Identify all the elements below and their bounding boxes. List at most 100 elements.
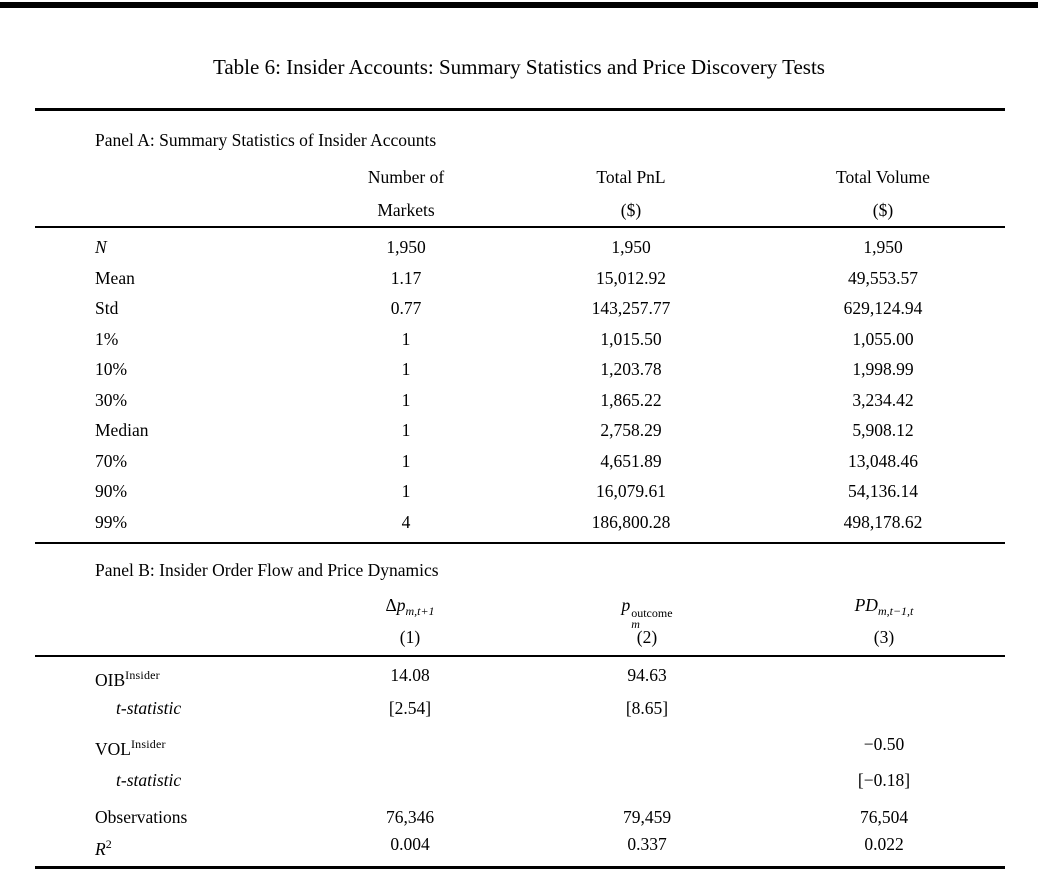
table-row: OIBInsider 14.08 94.63 (35, 664, 1005, 690)
cell-number-of-markets: 1,950 (386, 237, 426, 257)
column-header-line2: Markets (377, 200, 435, 220)
table-row: 30% 1 1,865.22 3,234.42 (35, 389, 1005, 411)
cell-number-of-markets: 1.17 (390, 268, 422, 288)
table-row: 1% 1 1,015.50 1,055.00 (35, 328, 1005, 350)
cell-col1: 76,346 (385, 807, 435, 827)
column-header-line1: Number of (367, 167, 445, 187)
cell-col3: −0.50 (863, 734, 905, 754)
cell-number-of-markets: 4 (401, 512, 411, 532)
table-row: N 1,950 1,950 1,950 (35, 236, 1005, 258)
cell-total-pnl: 186,800.28 (591, 512, 671, 532)
column-header-line1: Total Volume (836, 167, 930, 187)
cell-total-volume: 13,048.46 (848, 451, 918, 471)
panel-b-math-headers: Δpm,t+1 p outcome m PDm,t−1,t (35, 592, 1005, 629)
cell-total-volume: 49,553.57 (848, 268, 918, 288)
cell-total-pnl: 143,257.77 (591, 298, 671, 318)
cell-total-volume: 54,136.14 (848, 481, 918, 501)
cell-col3: 76,504 (859, 807, 909, 827)
cell-total-pnl: 2,758.29 (600, 420, 662, 440)
table-row: Observations 76,346 79,459 76,504 (35, 806, 1005, 828)
row-label: 10% (95, 359, 128, 379)
rule-bottom (35, 866, 1005, 869)
cell-col2: 79,459 (622, 807, 672, 827)
column-header-delta-p: Δpm,t+1 (385, 595, 435, 618)
cell-total-volume: 1,055.00 (852, 329, 914, 349)
cell-number-of-markets: 1 (401, 451, 411, 471)
row-label: N (95, 237, 107, 257)
cell-col1: 0.004 (390, 834, 430, 854)
row-label: 1% (95, 329, 119, 349)
cell-total-pnl: 4,651.89 (600, 451, 662, 471)
row-label: 30% (95, 390, 128, 410)
cell-total-pnl: 1,950 (611, 237, 651, 257)
table-row: 10% 1 1,203.78 1,998.99 (35, 358, 1005, 380)
panel-a-title: Panel A: Summary Statistics of Insider A… (95, 130, 437, 150)
table-row: 70% 1 4,651.89 13,048.46 (35, 450, 1005, 472)
row-label: Observations (95, 807, 188, 827)
cell-total-volume: 1,998.99 (852, 359, 914, 379)
row-label: t-statistic (116, 770, 182, 790)
cell-total-pnl: 15,012.92 (596, 268, 666, 288)
table-row: t-statistic [2.54] [8.65] (35, 697, 1005, 719)
cell-col3: 0.022 (864, 834, 904, 854)
column-header-pd: PDm,t−1,t (854, 595, 914, 618)
table-row: Std 0.77 143,257.77 629,124.94 (35, 297, 1005, 319)
rule-panel-a-bottom (35, 542, 1005, 544)
column-header-p-outcome: p outcome m (621, 595, 673, 631)
page-top-edge-bar (0, 2, 1038, 8)
cell-col2: 0.337 (627, 834, 667, 854)
column-number-2: (2) (636, 627, 658, 647)
cell-col2: [8.65] (625, 698, 669, 718)
subscript: m (631, 616, 640, 631)
superscript: Insider (125, 668, 160, 682)
table-row: VOLInsider −0.50 (35, 733, 1005, 759)
table-row: R2 0.004 0.337 0.022 (35, 833, 1005, 859)
column-header-number-of-markets: Number of Markets (281, 161, 531, 227)
row-label: 99% (95, 512, 128, 532)
rule-panel-b-header (35, 655, 1005, 657)
column-number-3: (3) (873, 627, 895, 647)
cell-total-volume: 3,234.42 (852, 390, 914, 410)
superscript: outcome (631, 606, 673, 620)
table-row: Mean 1.17 15,012.92 49,553.57 (35, 267, 1005, 289)
rule-top (35, 108, 1005, 111)
superscript: 2 (105, 837, 112, 851)
panel-b-column-numbers: (1) (2) (3) (35, 627, 1005, 647)
row-label: t-statistic (116, 698, 182, 718)
cell-total-volume: 629,124.94 (843, 298, 923, 318)
cell-number-of-markets: 1 (401, 359, 411, 379)
panel-b-title: Panel B: Insider Order Flow and Price Dy… (95, 560, 439, 580)
cell-col1: 14.08 (390, 665, 430, 685)
cell-number-of-markets: 1 (401, 481, 411, 501)
table-row: t-statistic [−0.18] (35, 769, 1005, 791)
cell-col1: [2.54] (388, 698, 432, 718)
column-header-line2: ($) (872, 200, 894, 220)
row-label: VOLInsider (95, 737, 166, 759)
table-row: 99% 4 186,800.28 498,178.62 (35, 511, 1005, 533)
cell-total-volume: 5,908.12 (852, 420, 914, 440)
table-row: Median 1 2,758.29 5,908.12 (35, 419, 1005, 441)
cell-total-pnl: 1,015.50 (600, 329, 662, 349)
column-header-total-pnl: Total PnL ($) (506, 161, 756, 227)
cell-total-pnl: 1,203.78 (600, 359, 662, 379)
column-header-total-volume: Total Volume ($) (758, 161, 1008, 227)
cell-total-volume: 498,178.62 (843, 512, 923, 532)
cell-number-of-markets: 1 (401, 420, 411, 440)
row-label: Median (95, 420, 149, 440)
row-label: Mean (95, 268, 135, 288)
cell-total-pnl: 1,865.22 (600, 390, 662, 410)
column-number-1: (1) (399, 627, 421, 647)
table-title: Table 6: Insider Accounts: Summary Stati… (213, 55, 825, 79)
row-label: Std (95, 298, 119, 318)
row-label: R2 (95, 837, 112, 859)
cell-col2: 94.63 (627, 665, 667, 685)
table-row: 90% 1 16,079.61 54,136.14 (35, 480, 1005, 502)
cell-number-of-markets: 0.77 (390, 298, 422, 318)
cell-number-of-markets: 1 (401, 390, 411, 410)
column-header-line2: ($) (620, 200, 642, 220)
row-label: 90% (95, 481, 128, 501)
cell-total-volume: 1,950 (863, 237, 903, 257)
row-label: OIBInsider (95, 668, 160, 690)
cell-col3: [−0.18] (857, 770, 911, 790)
